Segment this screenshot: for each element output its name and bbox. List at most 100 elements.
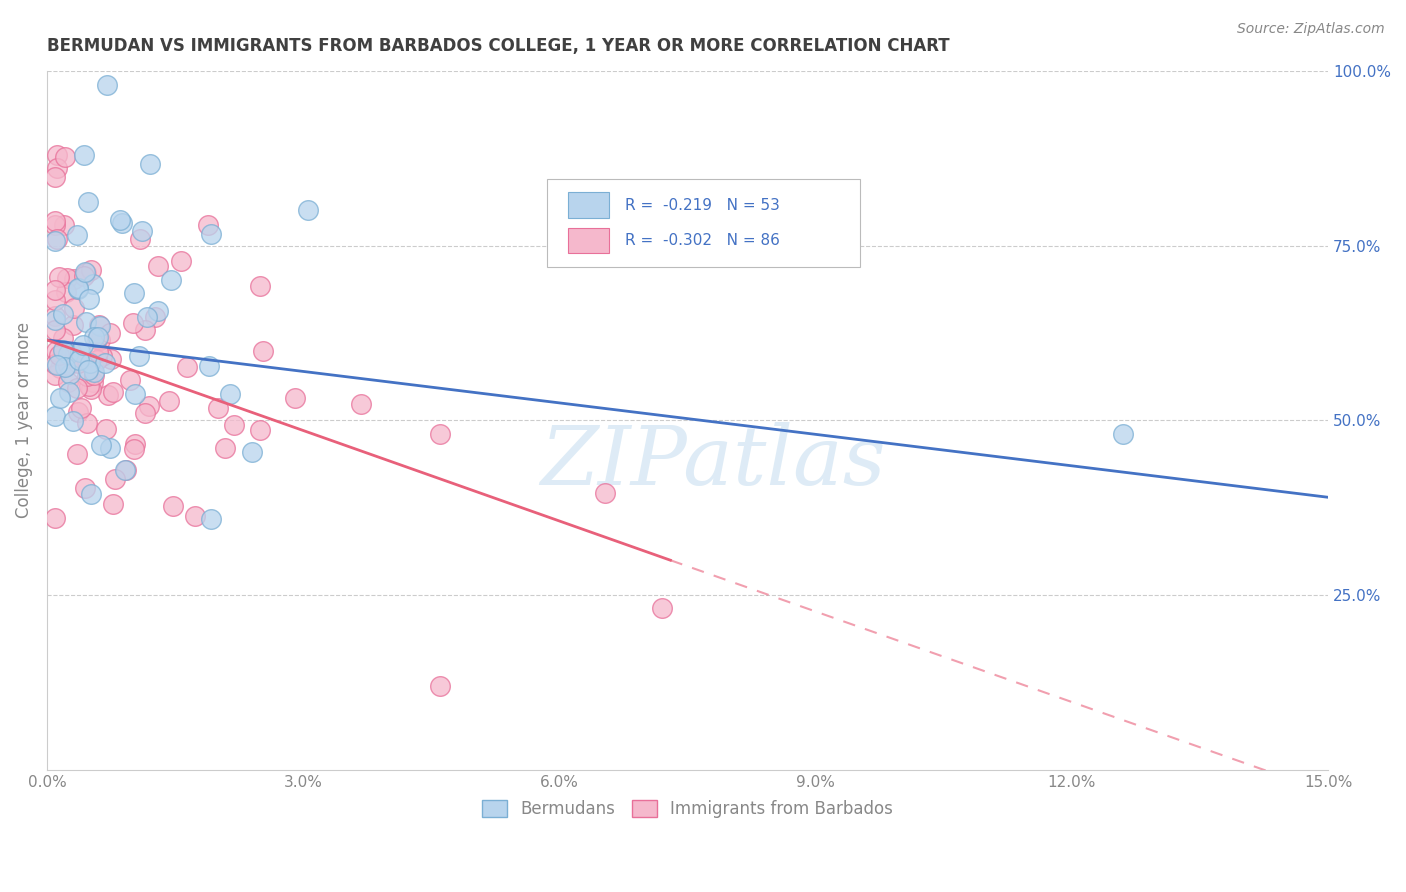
Point [44, 169, 66, 184]
Point [122, 286, 145, 301]
Point [86, 330, 108, 344]
Point [44, 323, 66, 337]
Point [429, 679, 451, 693]
Point [94, 422, 117, 436]
Point [44, 284, 66, 298]
Point [44, 368, 66, 383]
Point [114, 462, 136, 476]
Point [252, 343, 274, 358]
Point [146, 304, 169, 318]
Point [86, 332, 108, 346]
Point [297, 203, 319, 218]
Point [52, 218, 75, 232]
Point [90, 438, 112, 452]
Point [104, 472, 127, 486]
Point [62, 301, 84, 316]
Point [101, 385, 124, 400]
Point [350, 397, 373, 411]
Point [89, 319, 111, 334]
Point [197, 359, 219, 373]
Point [170, 253, 193, 268]
Point [44, 234, 66, 248]
Point [59, 367, 82, 381]
Point [77, 195, 100, 210]
Point [249, 278, 271, 293]
Point [101, 497, 124, 511]
Point [75, 315, 97, 329]
Point [83, 368, 105, 382]
Point [66, 404, 89, 418]
Point [45, 343, 67, 358]
Point [79, 356, 101, 370]
Point [82, 277, 104, 291]
Point [45, 358, 67, 372]
Text: Source: ZipAtlas.com: Source: ZipAtlas.com [1237, 22, 1385, 37]
Point [135, 310, 157, 324]
Point [48, 270, 70, 285]
Point [53, 360, 76, 375]
Point [214, 441, 236, 455]
Bar [568, 193, 609, 218]
Point [49, 360, 72, 375]
Point [51, 307, 73, 321]
Point [128, 349, 150, 363]
Point [184, 509, 207, 524]
Point [120, 373, 142, 387]
Point [70, 401, 93, 416]
Point [44, 510, 66, 524]
Point [51, 331, 73, 345]
Point [45, 232, 67, 246]
Point [96, 78, 118, 92]
Point [44, 357, 66, 371]
Point [134, 322, 156, 336]
Point [83, 365, 105, 379]
Point [240, 445, 263, 459]
Point [48, 348, 70, 362]
Point [76, 369, 98, 384]
Point [55, 285, 77, 299]
Text: ZIPatlas: ZIPatlas [540, 422, 886, 502]
Text: R =  -0.302   N = 86: R = -0.302 N = 86 [624, 233, 779, 248]
Point [207, 401, 229, 416]
Point [157, 393, 180, 408]
Point [77, 378, 100, 392]
Point [162, 500, 184, 514]
Point [122, 442, 145, 456]
Point [77, 292, 100, 306]
Point [72, 338, 94, 352]
Point [63, 272, 86, 286]
Point [651, 601, 673, 615]
Point [62, 413, 84, 427]
Bar [568, 227, 609, 253]
Point [44, 409, 66, 423]
Point [44, 213, 66, 227]
Point [86, 352, 108, 367]
Point [80, 487, 103, 501]
Point [160, 273, 183, 287]
Point [66, 381, 89, 395]
Point [75, 481, 97, 495]
Point [90, 350, 112, 364]
Point [52, 343, 75, 358]
Point [56, 359, 79, 373]
Text: BERMUDAN VS IMMIGRANTS FROM BARBADOS COLLEGE, 1 YEAR OR MORE CORRELATION CHART: BERMUDAN VS IMMIGRANTS FROM BARBADOS COL… [46, 37, 949, 55]
Point [56, 375, 79, 389]
Point [218, 387, 240, 401]
Point [76, 417, 98, 431]
Point [66, 447, 89, 461]
Point [73, 268, 96, 283]
Point [75, 266, 97, 280]
Point [139, 156, 162, 170]
Point [146, 259, 169, 273]
Point [46, 147, 69, 161]
FancyBboxPatch shape [547, 179, 860, 267]
Point [108, 213, 131, 227]
Point [80, 382, 103, 396]
Point [44, 312, 66, 326]
Point [131, 223, 153, 237]
Point [60, 344, 83, 359]
Point [66, 282, 89, 296]
Y-axis label: College, 1 year or more: College, 1 year or more [15, 322, 32, 518]
Point [67, 280, 90, 294]
Point [124, 436, 146, 450]
